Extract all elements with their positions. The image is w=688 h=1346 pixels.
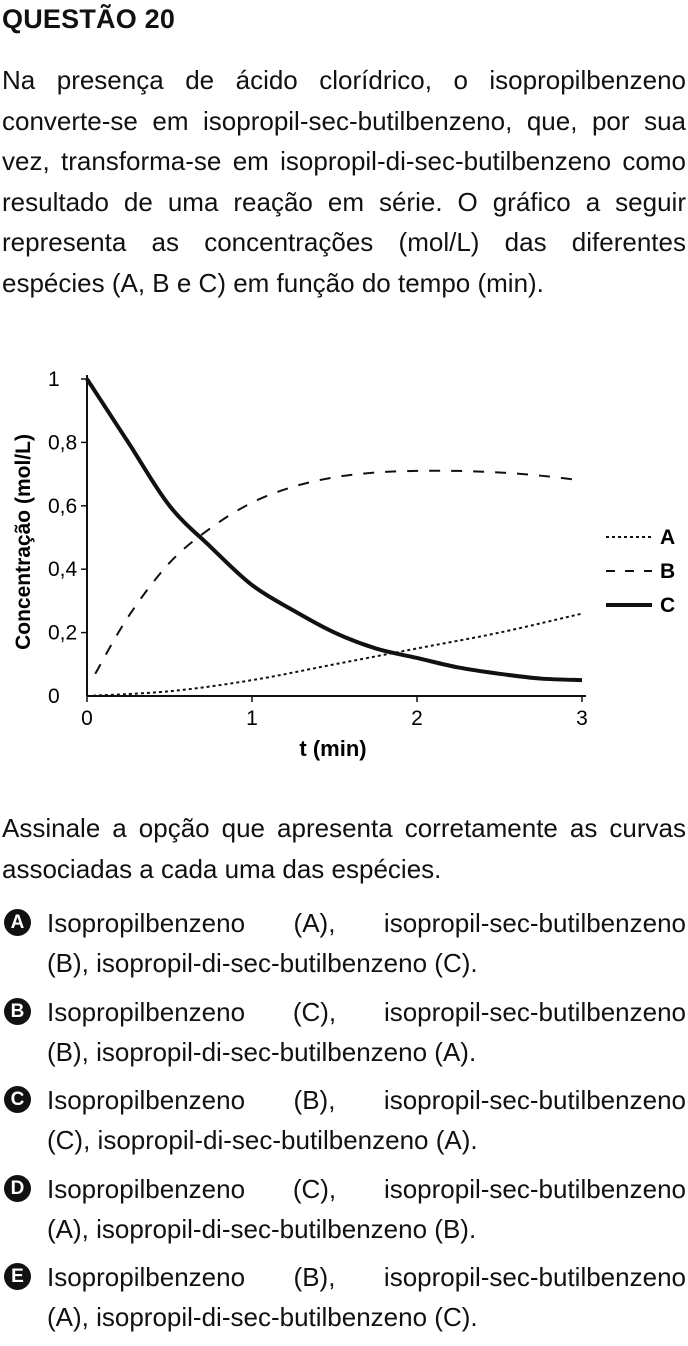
series-line-b bbox=[94, 469, 583, 675]
option-text: Isopropilbenzeno (A), isopropil-sec-buti… bbox=[47, 903, 686, 983]
chart-ticks: 0 1 2 3 0 0,2 0,4 0,6 0,8 1 bbox=[48, 368, 588, 730]
option-c[interactable]: C Isopropilbenzeno (B), isopropil-sec-bu… bbox=[0, 1080, 688, 1165]
y-tick-label: 1 bbox=[48, 368, 60, 391]
y-tick-label: 0 bbox=[48, 685, 60, 708]
concentration-chart: 0 1 2 3 0 0,2 0,4 0,6 0,8 1 ABC t (min) Concentra… bbox=[12, 368, 675, 761]
series-line-c bbox=[85, 377, 583, 683]
option-letter-badge: D bbox=[4, 1174, 31, 1202]
y-axis-label: Concentração (mol/L) bbox=[12, 434, 35, 650]
chart-series bbox=[85, 377, 583, 697]
legend-label-a: A bbox=[660, 526, 675, 549]
series-line-a bbox=[86, 612, 583, 697]
intro-line: do tempo (min). bbox=[361, 267, 544, 298]
x-axis-label: t (min) bbox=[299, 736, 366, 761]
option-letter-badge: C bbox=[4, 1086, 31, 1113]
prompt-line: Assinale a opção que apresenta corretame… bbox=[2, 813, 598, 843]
y-tick-label: 0,2 bbox=[48, 622, 77, 645]
option-line: Isopropilbenzeno (A), isopropil-sec-buti… bbox=[47, 908, 686, 938]
y-tick-label: 0,6 bbox=[48, 495, 77, 518]
question-intro: Na presença de ácido clorídrico, o isopr… bbox=[2, 60, 686, 304]
legend-label-c: C bbox=[660, 594, 675, 617]
y-tick-label: 0,8 bbox=[48, 431, 77, 454]
option-letter-badge: A bbox=[4, 909, 31, 936]
option-line: (C), isopropil-di-sec-butilbenzeno (A). bbox=[47, 1125, 478, 1155]
option-letter-badge: E bbox=[4, 1263, 31, 1290]
question-prompt: Assinale a opção que apresenta corretame… bbox=[2, 808, 686, 889]
option-text: Isopropilbenzeno (C), isopropil-sec-buti… bbox=[47, 1169, 686, 1249]
option-line: (A), isopropil-di-sec-butilbenzeno (C). bbox=[47, 1302, 478, 1332]
option-d[interactable]: D Isopropilbenzeno (C), isopropil-sec-bu… bbox=[0, 1169, 688, 1254]
prompt-line: curvas associadas a cada uma das espécie… bbox=[2, 813, 686, 884]
intro-line: butilbenzeno como resultado de uma reaçã… bbox=[2, 146, 686, 217]
intro-line: Na presença de ácido clorídrico, o isopr… bbox=[2, 65, 686, 95]
option-line: (B), isopropil-di-sec-butilbenzeno (A). bbox=[47, 1036, 477, 1067]
x-tick-label: 0 bbox=[81, 707, 93, 730]
option-text: Isopropilbenzeno (B), isopropil-sec-buti… bbox=[47, 1080, 686, 1160]
option-line: Isopropilbenzeno (B), isopropil-sec-buti… bbox=[47, 1085, 686, 1115]
intro-line: converte-se em isopropil-sec-butilbenzen… bbox=[2, 105, 578, 136]
option-line: Isopropilbenzeno (C), isopropil-sec-buti… bbox=[47, 996, 686, 1027]
option-line: Isopropilbenzeno (C), isopropil-sec-buti… bbox=[47, 1173, 686, 1204]
intro-line: série. O gráfico a seguir representa as … bbox=[2, 186, 686, 258]
option-e[interactable]: E Isopropilbenzeno (B), isopropil-sec-bu… bbox=[0, 1257, 688, 1342]
option-text: Isopropilbenzeno (C), isopropil-sec-buti… bbox=[47, 992, 686, 1072]
option-line: (B), isopropil-di-sec-butilbenzeno (C). bbox=[47, 948, 478, 978]
option-line: Isopropilbenzeno (B), isopropil-sec-buti… bbox=[47, 1262, 686, 1292]
y-tick-label: 0,4 bbox=[48, 558, 78, 581]
option-letter-badge: B bbox=[4, 997, 31, 1025]
option-b[interactable]: B Isopropilbenzeno (C), isopropil-sec-bu… bbox=[0, 992, 688, 1077]
answer-options: A Isopropilbenzeno (A), isopropil-sec-bu… bbox=[0, 903, 688, 1346]
x-tick-label: 2 bbox=[411, 707, 423, 730]
intro-line: (mol/L) das diferentes espécies (A, B e … bbox=[2, 227, 686, 298]
chart-legend: ABC bbox=[606, 526, 675, 617]
intro-line: por sua vez, transforma-se em isopropil-… bbox=[2, 105, 686, 177]
option-line: (A), isopropil-di-sec-butilbenzeno (B). bbox=[47, 1213, 477, 1244]
x-tick-label: 1 bbox=[246, 707, 258, 730]
legend-label-b: B bbox=[660, 560, 675, 583]
x-tick-label: 3 bbox=[576, 707, 588, 730]
option-text: Isopropilbenzeno (B), isopropil-sec-buti… bbox=[47, 1257, 686, 1337]
question-title: QUESTÃO 20 bbox=[2, 4, 176, 34]
chart-axes bbox=[86, 375, 586, 697]
option-a[interactable]: A Isopropilbenzeno (A), isopropil-sec-bu… bbox=[0, 903, 688, 988]
